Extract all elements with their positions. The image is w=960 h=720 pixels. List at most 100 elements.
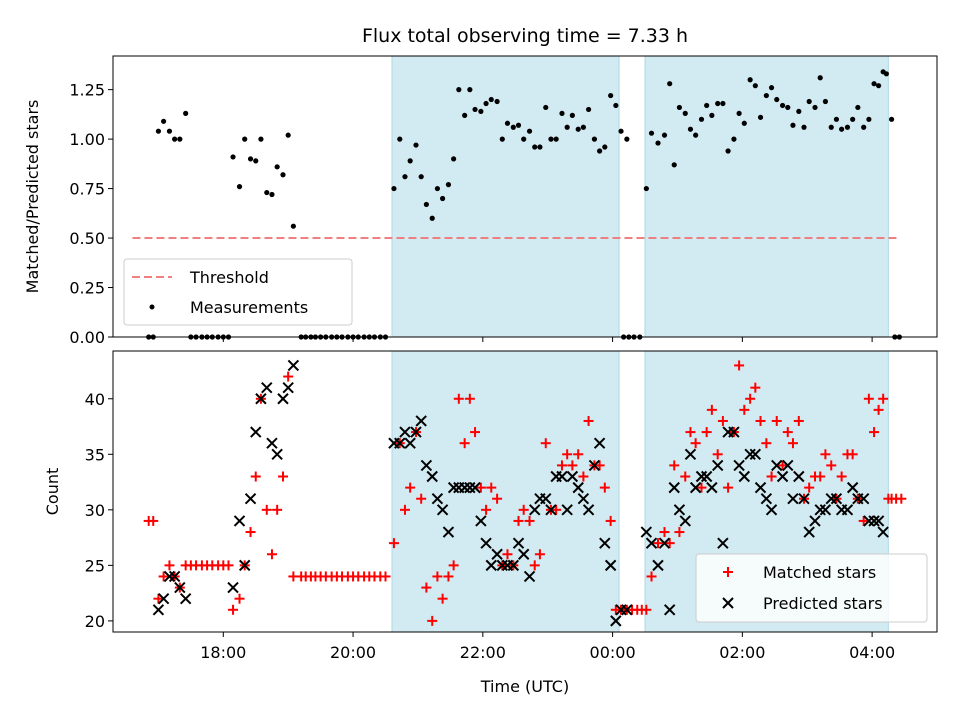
measurement-point [796, 108, 802, 115]
measurement-point [768, 85, 775, 91]
legend-box [123, 258, 353, 326]
predicted-star-marker-stroke [239, 559, 251, 572]
measurement-point [655, 140, 661, 146]
measurement-point [888, 116, 895, 122]
matched-star-marker [158, 571, 169, 582]
matched-star-marker [470, 427, 481, 438]
predicted-star-marker-stroke [561, 504, 573, 516]
predicted-star-marker-stroke [447, 481, 460, 494]
predicted-star-marker [830, 493, 843, 505]
measurement-point [779, 102, 786, 109]
predicted-star-marker-stroke [168, 570, 181, 583]
matched-star-marker [605, 515, 616, 526]
predicted-star-marker-stroke [255, 393, 267, 405]
measurement-point [537, 144, 543, 150]
matched-star-marker [766, 471, 777, 482]
predicted-star-marker [588, 459, 601, 472]
matched-star-marker [750, 382, 761, 393]
predicted-star-marker-stroke [798, 493, 810, 505]
measurement-point [483, 100, 489, 107]
measurement-point [553, 136, 559, 142]
measurement-point [839, 126, 845, 132]
predicted-star-marker-stroke [475, 515, 487, 527]
predicted-star-marker [458, 481, 471, 494]
predicted-star-marker [599, 537, 611, 549]
predicted-star-marker-stroke [566, 470, 579, 483]
predicted-star-marker-stroke [728, 426, 740, 438]
measurement-point [591, 136, 598, 142]
matched-star-marker [405, 482, 416, 493]
predicted-stars-points [152, 359, 889, 627]
predicted-star-marker [394, 437, 406, 449]
predicted-star-marker [447, 481, 460, 494]
predicted-star-marker [711, 459, 724, 472]
predicted-star-marker-stroke [261, 381, 273, 394]
observing-interval-band [644, 55, 889, 338]
predicted-star-marker [475, 515, 487, 527]
y-axis-label-ratio: Matched/Predicted stars [23, 100, 42, 294]
matched-star-marker [706, 404, 717, 415]
matched-star-marker [815, 471, 826, 482]
predicted-star-marker-stroke [469, 481, 481, 494]
measurement-point [290, 223, 296, 229]
measurement-point [698, 116, 705, 122]
predicted-star-marker [426, 470, 438, 483]
predicted-star-marker-stroke [868, 515, 880, 527]
measurement-point [166, 128, 173, 134]
x-axis-label: Time (UTC) [480, 677, 569, 696]
matched-star-marker [787, 438, 798, 449]
predicted-star-marker-stroke [841, 504, 854, 516]
predicted-star-marker [480, 537, 492, 549]
matched-star-marker [734, 360, 745, 371]
measurement-point [515, 122, 522, 128]
predicted-star-marker [863, 515, 875, 527]
predicted-star-marker [517, 548, 530, 560]
predicted-star-marker [485, 559, 497, 572]
matched-star-marker [820, 449, 831, 460]
matched-star-marker [481, 504, 492, 515]
matched-star-marker [863, 393, 874, 404]
matched-star-marker [761, 438, 772, 449]
matched-star-marker [712, 449, 723, 460]
predicted-star-marker-stroke [485, 559, 497, 572]
measurement-point [456, 87, 462, 93]
y-tick-label: 30 [85, 501, 105, 520]
measurement-point [671, 162, 677, 168]
measurement-point [871, 81, 877, 87]
predicted-star-marker-stroke [846, 481, 859, 494]
matched-star-marker [836, 471, 847, 482]
predicted-star-marker [673, 504, 686, 516]
matched-star-marker [653, 538, 664, 549]
measurement-point [230, 154, 236, 160]
predicted-star-marker [771, 459, 783, 472]
matched-star-marker [540, 438, 551, 449]
matched-star-marker [245, 527, 256, 538]
matched-star-marker [599, 482, 610, 493]
matched-star-marker [228, 604, 239, 615]
legend-box [695, 553, 928, 623]
predicted-star-marker [819, 504, 832, 516]
measurement-point [731, 136, 737, 142]
predicted-star-marker-stroke [227, 581, 239, 594]
measurement-point [236, 184, 243, 190]
predicted-star-marker-stroke [545, 504, 557, 516]
measurement-point [613, 102, 619, 109]
measurement-point [440, 195, 446, 202]
predicted-star-marker [436, 504, 449, 516]
predicted-star-marker [679, 515, 691, 527]
predicted-star-marker [442, 526, 455, 538]
matched-star-marker [723, 482, 734, 493]
predicted-star-marker [700, 470, 713, 483]
predicted-star-marker [744, 448, 756, 460]
matched-star-marker [674, 527, 685, 538]
predicted-star-marker [695, 470, 708, 483]
predicted-star-marker [760, 493, 773, 505]
legend-matched-swatch [723, 567, 733, 577]
predicted-star-marker [556, 470, 568, 483]
measurement-point [451, 156, 457, 162]
predicted-star-marker [261, 381, 273, 394]
predicted-star-marker-stroke [830, 493, 843, 505]
matched-star-marker [793, 415, 804, 426]
predicted-star-marker [152, 604, 165, 616]
matched-star-marker [578, 471, 589, 482]
